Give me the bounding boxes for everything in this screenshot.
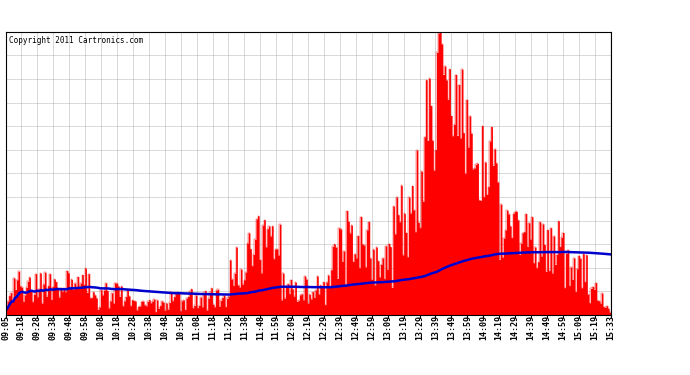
Text: 11:28: 11:28 [224, 315, 233, 340]
Text: 12:29: 12:29 [319, 315, 328, 340]
Text: 13:29: 13:29 [415, 315, 424, 340]
Text: 10:58: 10:58 [176, 315, 185, 340]
Text: 15:09: 15:09 [574, 315, 583, 340]
Text: 09:48: 09:48 [65, 315, 74, 340]
Text: 09:58: 09:58 [81, 315, 90, 340]
Text: 15:19: 15:19 [590, 315, 599, 340]
Text: 09:38: 09:38 [49, 315, 58, 340]
Text: 10:08: 10:08 [97, 315, 106, 340]
Text: 11:38: 11:38 [240, 315, 249, 340]
Text: 10:38: 10:38 [144, 315, 153, 340]
Text: 14:49: 14:49 [542, 315, 551, 340]
Text: 12:09: 12:09 [288, 315, 297, 340]
Text: 11:18: 11:18 [208, 315, 217, 340]
Text: 10:48: 10:48 [160, 315, 169, 340]
Text: 11:59: 11:59 [272, 315, 281, 340]
Text: 14:39: 14:39 [526, 315, 535, 340]
Text: 09:28: 09:28 [33, 315, 42, 340]
Text: 13:59: 13:59 [463, 315, 472, 340]
Text: 13:09: 13:09 [383, 315, 392, 340]
Text: 13:19: 13:19 [399, 315, 408, 340]
Text: 11:08: 11:08 [192, 315, 201, 340]
Text: 12:49: 12:49 [351, 315, 360, 340]
Text: 12:19: 12:19 [304, 315, 313, 340]
Text: East Array Actual Power (red) & Running Average Power (Watts blue)  Mon Jan 10 1: East Array Actual Power (red) & Running … [3, 11, 549, 21]
Text: 09:05: 09:05 [1, 315, 10, 340]
Text: 10:28: 10:28 [128, 315, 137, 340]
Text: 15:33: 15:33 [606, 315, 615, 340]
Text: Copyright 2011 Cartronics.com: Copyright 2011 Cartronics.com [8, 36, 143, 45]
Text: 10:18: 10:18 [112, 315, 121, 340]
Text: 14:09: 14:09 [479, 315, 488, 340]
Text: 13:49: 13:49 [447, 315, 456, 340]
Text: 11:48: 11:48 [256, 315, 265, 340]
Text: 12:39: 12:39 [335, 315, 344, 340]
Text: 09:18: 09:18 [17, 315, 26, 340]
Text: 13:39: 13:39 [431, 315, 440, 340]
Text: 14:19: 14:19 [495, 315, 504, 340]
Text: 14:29: 14:29 [511, 315, 520, 340]
Text: 14:59: 14:59 [558, 315, 567, 340]
Text: 12:59: 12:59 [367, 315, 376, 340]
